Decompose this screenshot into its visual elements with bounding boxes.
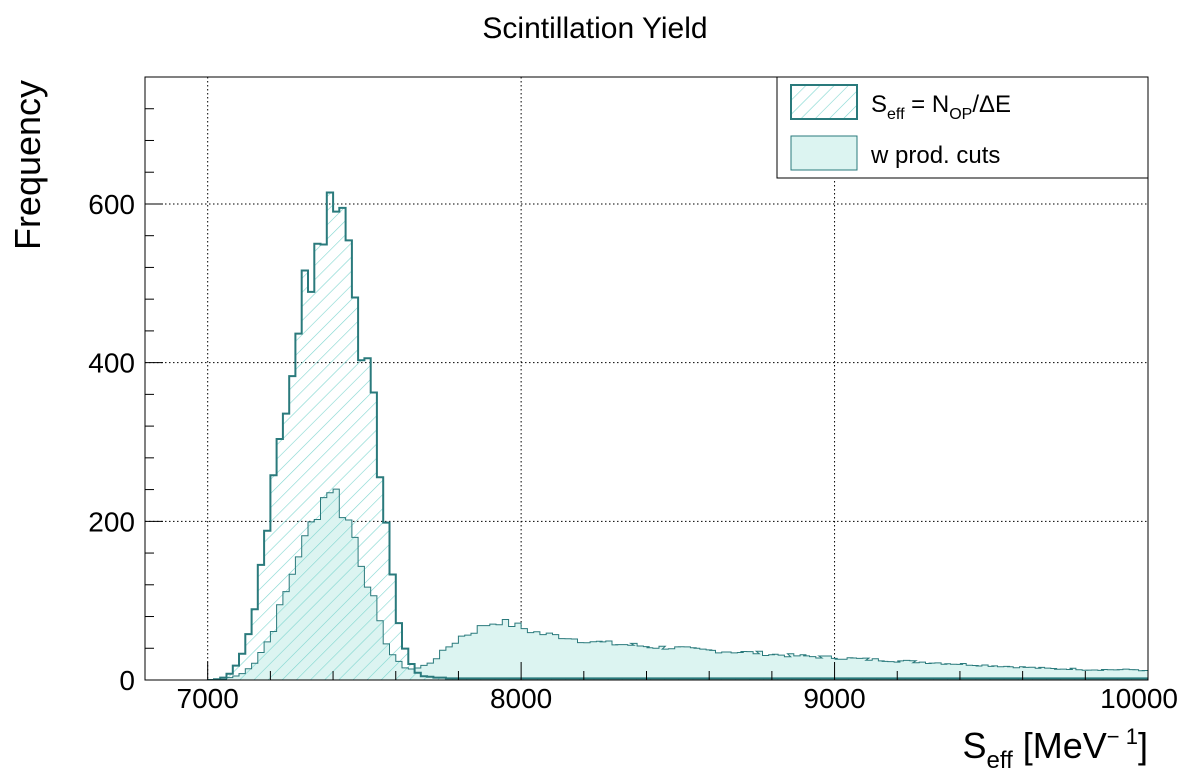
legend-swatch-filled bbox=[790, 135, 858, 171]
x-tick-label: 9000 bbox=[803, 683, 865, 714]
y-tick-label: 400 bbox=[88, 348, 135, 379]
x-tick-label: 7000 bbox=[177, 683, 239, 714]
y-tick-label: 200 bbox=[88, 506, 135, 537]
x-axis-label-sup: − 1 bbox=[1107, 724, 1138, 749]
x-tick-label: 10000 bbox=[1100, 683, 1178, 714]
legend-swatch-hatched bbox=[790, 84, 858, 120]
x-axis-label-sub: eff bbox=[987, 747, 1014, 772]
chart-title: Scintillation Yield bbox=[482, 12, 707, 45]
x-axis-label-close: ] bbox=[1138, 725, 1148, 766]
tick-labels: 7000 8000 9000 10000 0 200 400 600 bbox=[88, 189, 1178, 714]
series-layer bbox=[207, 191, 1148, 680]
series-hatched-area bbox=[207, 192, 1148, 680]
y-axis-label: Frequency bbox=[7, 80, 48, 250]
series-hatched-outline bbox=[207, 191, 1148, 680]
x-axis-label-main: S bbox=[962, 725, 986, 766]
series-filled-outline bbox=[207, 488, 1148, 680]
legend: Seff = NOP/ΔE w prod. cuts bbox=[776, 76, 1149, 179]
y-tick-label: 600 bbox=[88, 189, 135, 220]
legend-label-filled: w prod. cuts bbox=[870, 142, 1000, 169]
axis-ticks bbox=[144, 108, 1149, 681]
x-tick-label: 8000 bbox=[490, 683, 552, 714]
legend-label-hatched: Seff = NOP/ΔE bbox=[871, 91, 1011, 123]
y-tick-label: 0 bbox=[119, 665, 135, 696]
x-axis-label-unit: [MeV bbox=[1013, 725, 1107, 766]
x-axis-label: Seff [MeV− 1] bbox=[962, 724, 1148, 772]
